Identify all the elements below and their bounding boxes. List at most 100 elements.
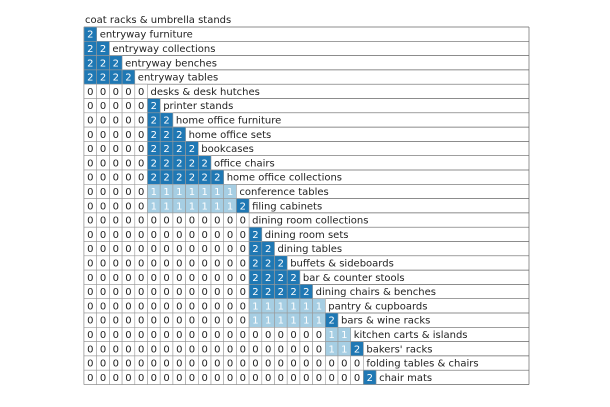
cell-value: 0	[138, 316, 144, 327]
cell-value: 0	[125, 287, 131, 298]
matrix-row: 0 0 0 0 0 desks & desk hutches	[83, 83, 260, 99]
cell-value: 1	[303, 301, 309, 312]
cell-value: 0	[138, 158, 144, 169]
cell-value: 0	[201, 273, 207, 284]
cell-value: 0	[113, 187, 119, 198]
cell-value: 0	[100, 244, 106, 255]
cell-value: 2	[290, 273, 296, 284]
cell-value: 0	[214, 301, 220, 312]
cell-value: 1	[201, 201, 207, 212]
cell-value: 2	[87, 73, 93, 84]
cell-value: 0	[100, 316, 106, 327]
cell-value: 0	[138, 344, 144, 355]
cell-value: 0	[113, 301, 119, 312]
cell-value: 0	[100, 301, 106, 312]
cell-value: 2	[189, 144, 195, 155]
row-label: dining chairs & benches	[316, 287, 436, 298]
cell-value: 0	[113, 144, 119, 155]
cell-value: 2	[163, 130, 169, 141]
cell-value: 1	[163, 201, 169, 212]
cell-value: 0	[100, 216, 106, 227]
cell-value: 0	[290, 344, 296, 355]
cell-value: 0	[354, 359, 360, 370]
cell-value: 2	[151, 144, 157, 155]
cell-value: 0	[151, 344, 157, 355]
cell-value: 2	[125, 73, 131, 84]
cell-value: 0	[138, 259, 144, 270]
cell-value: 2	[252, 244, 258, 255]
cell-value: 0	[201, 373, 207, 384]
cell-value: 0	[176, 359, 182, 370]
cell-value: 0	[138, 273, 144, 284]
cell-value: 0	[189, 316, 195, 327]
cell-value: 1	[278, 316, 284, 327]
cell-value: 0	[138, 101, 144, 112]
cell-value: 0	[278, 373, 284, 384]
cell-value: 0	[87, 273, 93, 284]
cell-value: 0	[125, 87, 131, 98]
row-label: kitchen carts & islands	[354, 330, 468, 341]
cell-value: 2	[113, 73, 119, 84]
cell-value: 0	[227, 244, 233, 255]
cell-value: 0	[138, 287, 144, 298]
cell-value: 1	[328, 330, 334, 341]
matrix-row: 0 0 0 0 0 0 0 0 0 0 0 0 0 1 1 1 1 1 1 pantry & cupboards	[83, 298, 428, 314]
matrix-row: coat racks & umbrella stands	[85, 15, 231, 26]
cell-value: 0	[100, 187, 106, 198]
cell-value: 2	[163, 144, 169, 155]
cell-value: 0	[252, 373, 258, 384]
cell-value: 0	[100, 373, 106, 384]
cell-value: 0	[163, 273, 169, 284]
cell-value: 0	[227, 259, 233, 270]
cell-value: 0	[201, 216, 207, 227]
cell-value: 0	[100, 287, 106, 298]
cell-value: 1	[176, 201, 182, 212]
cell-value: 0	[316, 330, 322, 341]
cell-value: 0	[151, 330, 157, 341]
cell-value: 2	[201, 158, 207, 169]
cell-value: 0	[163, 259, 169, 270]
cell-value: 2	[176, 130, 182, 141]
cell-value: 0	[113, 287, 119, 298]
cell-value: 2	[113, 58, 119, 69]
matrix-row: 0 0 0 0 0 2 printer stands	[83, 98, 233, 114]
cell-value: 2	[252, 287, 258, 298]
cell-value: 0	[87, 130, 93, 141]
cell-value: 0	[163, 373, 169, 384]
matrix-row: 0 0 0 0 0 0 0 0 0 0 0 0 0 1 1 1 1 1 1 2 bars & wine racks	[83, 312, 430, 328]
cell-value: 0	[189, 330, 195, 341]
row-label: filing cabinets	[252, 201, 322, 212]
row-label: dining tables	[278, 244, 343, 255]
row-label: entryway collections	[112, 44, 215, 55]
cell-value: 0	[189, 259, 195, 270]
cell-value: 0	[125, 330, 131, 341]
cell-value: 0	[125, 344, 131, 355]
cell-value: 2	[87, 44, 93, 55]
cell-value: 0	[113, 230, 119, 241]
cell-value: 1	[214, 201, 220, 212]
cell-value: 0	[189, 359, 195, 370]
cell-value: 0	[227, 230, 233, 241]
cell-value: 0	[113, 359, 119, 370]
cell-value: 1	[316, 301, 322, 312]
row-label: conference tables	[239, 187, 328, 198]
cell-value: 0	[125, 216, 131, 227]
cell-value: 0	[113, 201, 119, 212]
cell-value: 2	[176, 144, 182, 155]
cell-value: 0	[227, 373, 233, 384]
cell-value: 0	[113, 158, 119, 169]
cell-value: 0	[87, 201, 93, 212]
cell-value: 1	[341, 344, 347, 355]
cell-value: 0	[125, 187, 131, 198]
cell-value: 0	[125, 201, 131, 212]
cell-value: 0	[214, 230, 220, 241]
cell-value: 1	[290, 316, 296, 327]
cell-value: 0	[201, 344, 207, 355]
cell-value: 0	[125, 301, 131, 312]
cell-value: 0	[265, 344, 271, 355]
cell-value: 0	[227, 287, 233, 298]
cell-value: 2	[278, 287, 284, 298]
cell-value: 0	[227, 316, 233, 327]
cell-value: 0	[138, 373, 144, 384]
cell-value: 2	[201, 173, 207, 184]
